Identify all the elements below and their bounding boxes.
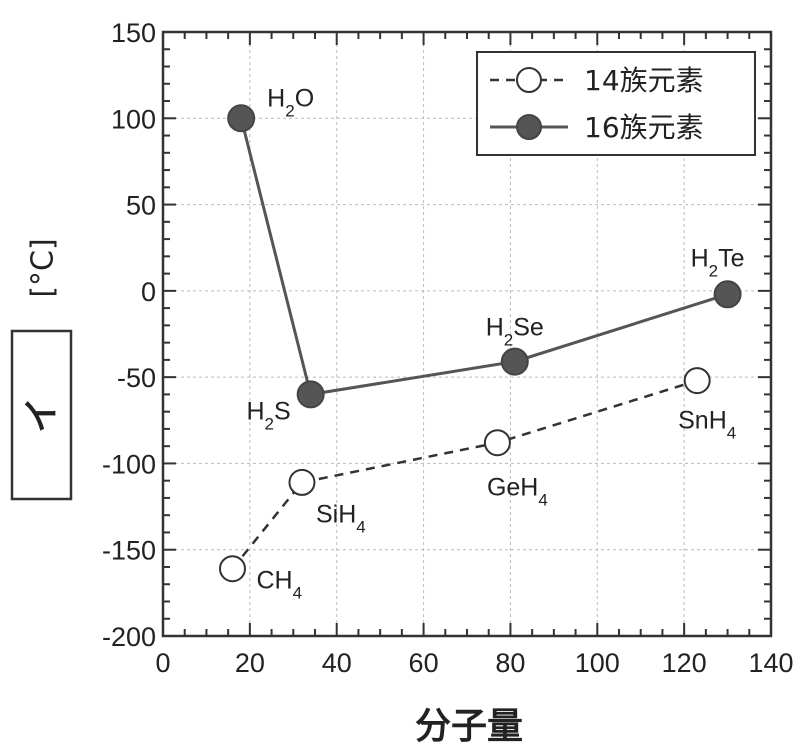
compound-label-ch4: CH4	[256, 567, 302, 603]
x-tick-label: 100	[575, 648, 620, 678]
x-tick-label: 20	[235, 648, 265, 678]
series-line-14	[231, 379, 698, 570]
compound-label-h2te: H2Te	[691, 244, 745, 280]
y-axis-tick-labels: -200 -150 -100 -50 0 50 100 150	[102, 18, 156, 652]
y-tick-label: 0	[141, 277, 156, 307]
series-line-16	[239, 117, 729, 397]
x-tick-label: 140	[748, 648, 793, 678]
compound-label-geh4: GeH4	[487, 474, 548, 510]
point-ch4	[218, 555, 246, 583]
y-tick-label: -150	[102, 536, 156, 566]
legend-marker-open-circle	[516, 67, 542, 93]
compound-label-h2s: H2S	[246, 397, 290, 433]
legend-entry-16: 16族元素	[490, 111, 704, 144]
compound-label-snh4: SnH4	[678, 407, 736, 443]
compound-label-h2o: H2O	[267, 84, 314, 120]
legend-label-16: 16族元素	[584, 111, 704, 144]
y-axis-label-group: イ [°C]	[10, 238, 73, 501]
compound-label-sih4: SiH4	[316, 500, 366, 536]
x-tick-label: 120	[662, 648, 707, 678]
legend-marker-filled-circle	[516, 114, 542, 140]
y-axis-label-box	[10, 329, 73, 501]
compound-label-h2se: H2Se	[486, 314, 544, 350]
x-tick-label: 0	[155, 648, 170, 678]
point-snh4	[683, 367, 711, 395]
point-h2te	[713, 280, 742, 309]
x-tick-label: 40	[322, 648, 352, 678]
point-h2s	[296, 380, 325, 409]
legend: 14族元素 16族元素	[476, 51, 756, 156]
plot-frame	[161, 30, 773, 638]
y-axis-unit: [°C]	[26, 238, 61, 297]
x-axis-tick-labels: 0 20 40 60 80 100 120 140	[155, 648, 793, 678]
point-sih4	[288, 468, 316, 496]
legend-entry-14: 14族元素	[490, 64, 704, 97]
point-h2se	[500, 347, 529, 376]
series-layer	[218, 104, 742, 583]
y-tick-label: -100	[102, 449, 156, 479]
y-axis-label: イ	[22, 397, 63, 433]
y-tick-label: -200	[102, 622, 156, 652]
y-tick-label: -50	[117, 363, 156, 393]
legend-label-14: 14族元素	[584, 64, 704, 97]
x-tick-label: 80	[495, 648, 525, 678]
y-tick-label: 100	[111, 104, 156, 134]
point-geh4	[483, 429, 511, 457]
y-tick-label: 50	[126, 191, 156, 221]
compound-labels: CH4 SiH4 GeH4 SnH4 H2O H2S H2Se H2Te	[246, 84, 744, 602]
y-tick-label: 150	[111, 18, 156, 48]
x-axis-label: 分子量	[415, 706, 523, 747]
point-h2o	[227, 104, 256, 133]
x-tick-label: 60	[409, 648, 439, 678]
